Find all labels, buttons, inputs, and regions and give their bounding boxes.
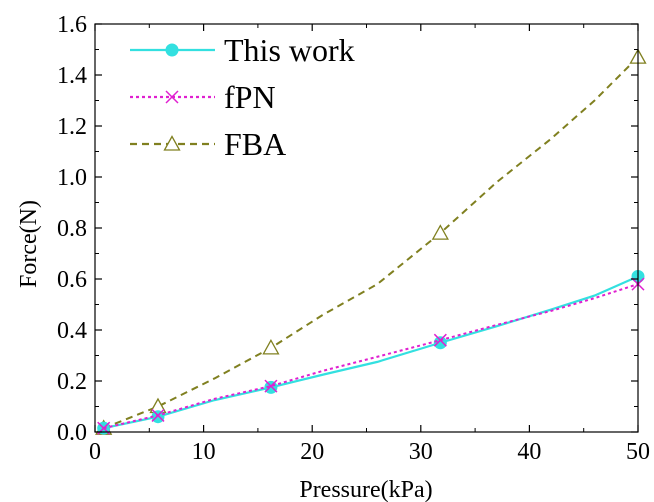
y-tick-label: 0.8 bbox=[57, 216, 87, 242]
triangle-marker bbox=[431, 224, 449, 240]
legend-label: This work bbox=[224, 32, 355, 68]
series-fpn bbox=[97, 277, 645, 435]
y-tick-label: 0.6 bbox=[57, 267, 87, 293]
x-marker bbox=[433, 333, 447, 347]
y-tick-label: 0.4 bbox=[57, 318, 87, 344]
legend-item: fPN bbox=[130, 79, 276, 115]
y-tick-label: 1.0 bbox=[57, 165, 87, 191]
x-tick-label: 0 bbox=[89, 439, 101, 465]
series-line bbox=[103, 283, 639, 430]
x-tick-label: 20 bbox=[300, 439, 324, 465]
x-marker-stroke bbox=[151, 408, 165, 422]
y-tick-label: 0.0 bbox=[57, 420, 87, 446]
x-tick-label: 40 bbox=[517, 439, 541, 465]
x-marker-stroke bbox=[433, 333, 447, 347]
x-marker bbox=[151, 408, 165, 422]
y-tick-label: 1.6 bbox=[57, 12, 87, 38]
plot-layer bbox=[95, 48, 647, 435]
x-axis-label: Pressure(kPa) bbox=[299, 477, 432, 502]
series-fba bbox=[95, 48, 647, 435]
x-tick-label: 10 bbox=[192, 439, 216, 465]
circle-marker bbox=[433, 336, 447, 350]
legend-item: This work bbox=[130, 32, 355, 68]
triangle-marker bbox=[262, 339, 280, 355]
y-axis-label: Force(N) bbox=[16, 200, 42, 288]
circle-marker bbox=[165, 43, 179, 57]
axis-layer: 0 10 20 30 40 50 0.0 0.2 0.4 0.6 0.8 1.0 1.2 1.4 1.6 bbox=[57, 12, 650, 465]
legend-label: FBA bbox=[224, 126, 286, 162]
x-marker bbox=[264, 379, 278, 393]
series-line bbox=[103, 56, 639, 430]
x-marker-stroke bbox=[165, 90, 179, 104]
series-line bbox=[103, 275, 639, 430]
plot-frame bbox=[94, 23, 639, 433]
legend: This work fPN FBA bbox=[130, 32, 355, 162]
legend-item: FBA bbox=[130, 126, 286, 162]
triangle-marker bbox=[163, 135, 181, 151]
x-marker-stroke bbox=[264, 379, 278, 393]
y-tick-label: 1.4 bbox=[57, 63, 87, 89]
x-tick-label: 30 bbox=[409, 439, 433, 465]
circle-marker bbox=[151, 410, 165, 424]
legend-label: fPN bbox=[224, 79, 276, 115]
x-tick-label: 50 bbox=[626, 439, 650, 465]
y-tick-label: 1.2 bbox=[57, 114, 87, 140]
y-tick-label: 0.2 bbox=[57, 369, 87, 395]
x-marker bbox=[165, 90, 179, 104]
